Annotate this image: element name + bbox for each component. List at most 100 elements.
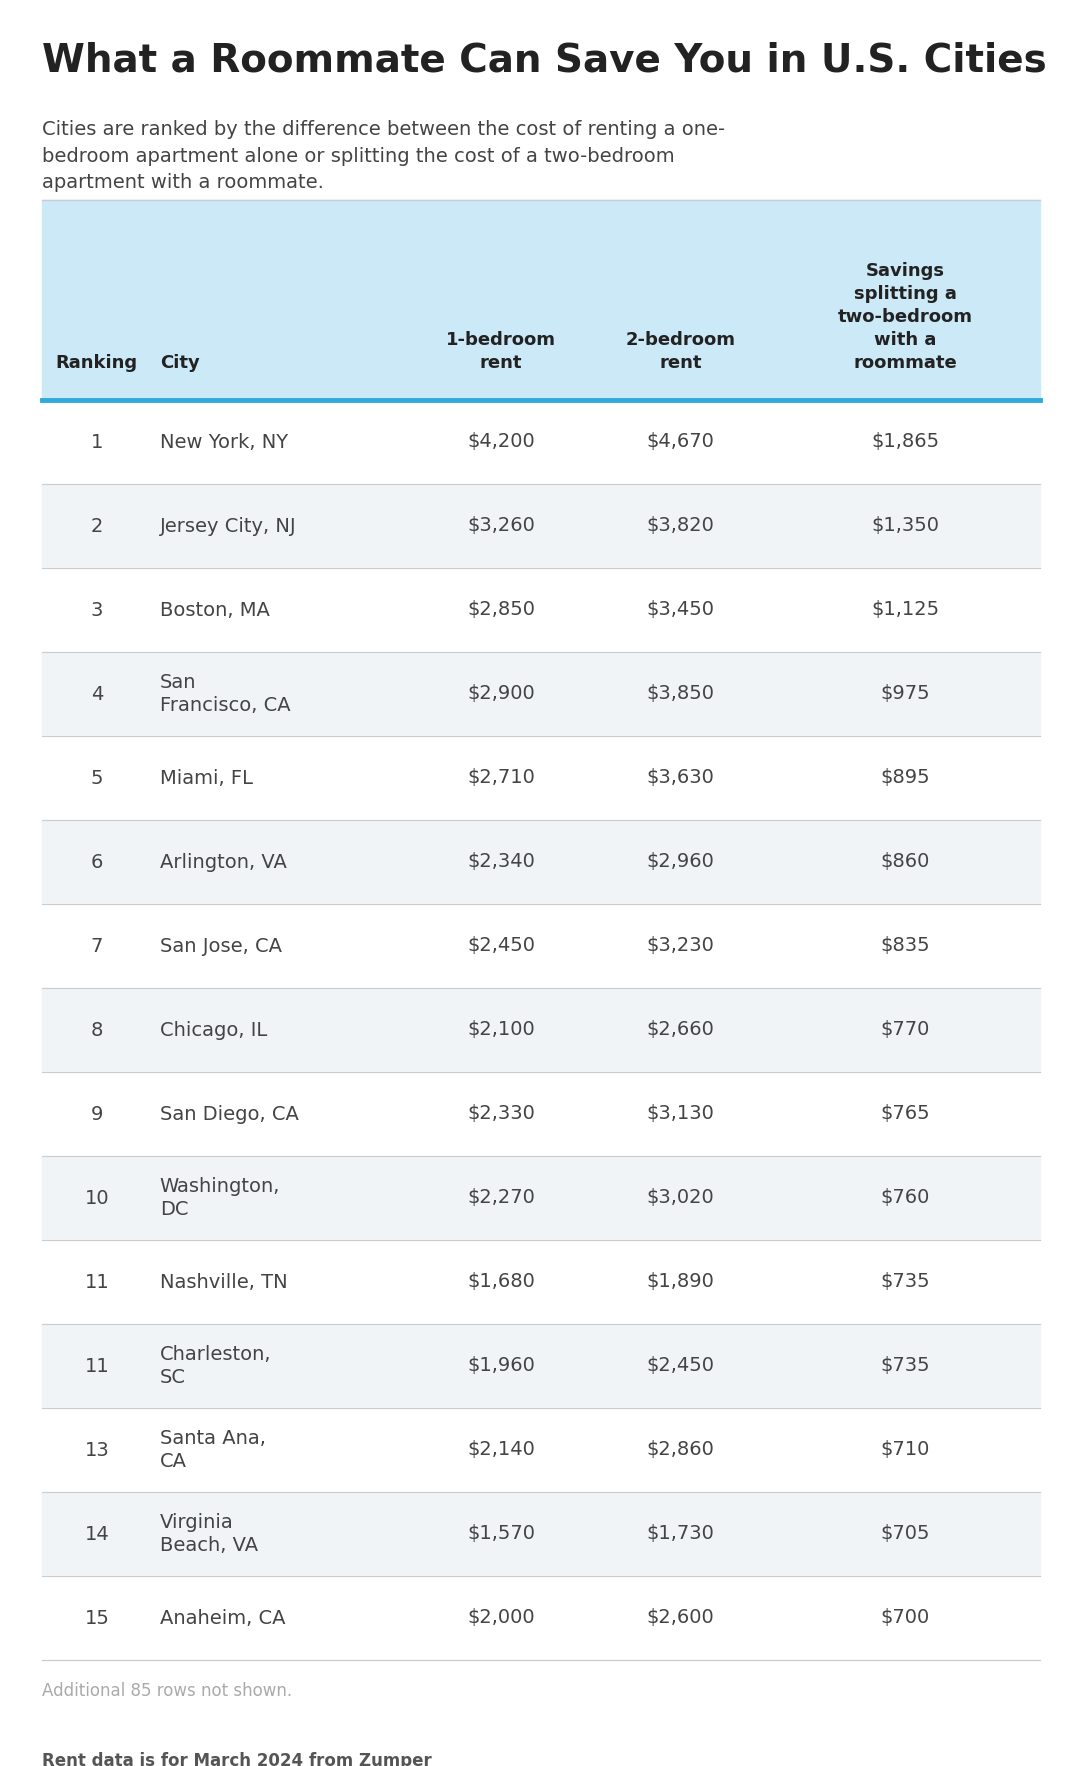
Text: $895: $895 xyxy=(880,768,930,788)
Text: Jersey City, NJ: Jersey City, NJ xyxy=(160,516,296,535)
Text: Anaheim, CA: Anaheim, CA xyxy=(160,1609,285,1628)
Text: 3: 3 xyxy=(91,600,103,620)
Bar xyxy=(42,484,1040,569)
Text: $2,860: $2,860 xyxy=(647,1441,715,1459)
Text: $1,730: $1,730 xyxy=(647,1524,715,1543)
Text: $4,200: $4,200 xyxy=(468,433,535,452)
Text: Additional 85 rows not shown.: Additional 85 rows not shown. xyxy=(42,1681,292,1701)
Text: $4,670: $4,670 xyxy=(647,433,715,452)
Text: $2,960: $2,960 xyxy=(647,853,715,871)
Text: $2,270: $2,270 xyxy=(468,1189,535,1208)
Text: 13: 13 xyxy=(84,1441,109,1459)
Text: $735: $735 xyxy=(880,1273,930,1291)
Text: 2-bedroom
rent: 2-bedroom rent xyxy=(625,330,735,373)
Bar xyxy=(42,652,1040,736)
Bar xyxy=(42,1492,1040,1575)
Text: $735: $735 xyxy=(880,1356,930,1376)
Text: $835: $835 xyxy=(880,936,930,955)
Text: $1,570: $1,570 xyxy=(467,1524,535,1543)
Text: Boston, MA: Boston, MA xyxy=(160,600,270,620)
Text: $2,660: $2,660 xyxy=(647,1021,715,1040)
Text: Santa Ana,
CA: Santa Ana, CA xyxy=(160,1429,266,1471)
Text: 15: 15 xyxy=(84,1609,109,1628)
Text: $2,100: $2,100 xyxy=(468,1021,535,1040)
Text: 7: 7 xyxy=(91,936,103,955)
Text: New York, NY: New York, NY xyxy=(160,433,288,452)
Text: 2: 2 xyxy=(91,516,103,535)
Text: 6: 6 xyxy=(91,853,103,871)
Text: $2,450: $2,450 xyxy=(647,1356,715,1376)
Text: Nashville, TN: Nashville, TN xyxy=(160,1273,287,1291)
Text: Virginia
Beach, VA: Virginia Beach, VA xyxy=(160,1513,258,1556)
Text: $2,330: $2,330 xyxy=(468,1104,535,1123)
Text: 10: 10 xyxy=(84,1189,109,1208)
Text: $2,710: $2,710 xyxy=(468,768,535,788)
Text: $1,865: $1,865 xyxy=(872,433,940,452)
Text: $2,850: $2,850 xyxy=(467,600,535,620)
Bar xyxy=(42,1575,1040,1660)
Bar xyxy=(42,819,1040,904)
Text: What a Roommate Can Save You in U.S. Cities: What a Roommate Can Save You in U.S. Cit… xyxy=(42,42,1047,79)
Bar xyxy=(42,736,1040,819)
Text: 5: 5 xyxy=(91,768,104,788)
Text: $3,820: $3,820 xyxy=(647,516,715,535)
Text: City: City xyxy=(160,353,200,373)
Text: San Jose, CA: San Jose, CA xyxy=(160,936,282,955)
Bar xyxy=(42,1072,1040,1157)
Text: $700: $700 xyxy=(880,1609,930,1628)
Bar xyxy=(42,569,1040,652)
Text: 9: 9 xyxy=(91,1104,103,1123)
Text: 1: 1 xyxy=(91,433,103,452)
Text: Washington,
DC: Washington, DC xyxy=(160,1176,280,1219)
Text: $760: $760 xyxy=(880,1189,930,1208)
Text: $770: $770 xyxy=(880,1021,930,1040)
Text: $3,130: $3,130 xyxy=(647,1104,715,1123)
Text: $2,340: $2,340 xyxy=(468,853,535,871)
Text: $1,125: $1,125 xyxy=(872,600,940,620)
Bar xyxy=(42,1157,1040,1240)
Text: San
Francisco, CA: San Francisco, CA xyxy=(160,673,291,715)
Bar xyxy=(42,200,1040,401)
Bar xyxy=(42,1324,1040,1408)
Text: Miami, FL: Miami, FL xyxy=(160,768,253,788)
Text: 11: 11 xyxy=(84,1356,109,1376)
Text: Savings
splitting a
two-bedroom
with a
roommate: Savings splitting a two-bedroom with a r… xyxy=(838,263,973,373)
Text: 8: 8 xyxy=(91,1021,103,1040)
Text: Rent data is for March 2024 from Zumper: Rent data is for March 2024 from Zumper xyxy=(42,1752,432,1766)
Text: Chicago, IL: Chicago, IL xyxy=(160,1021,267,1040)
Text: $3,630: $3,630 xyxy=(647,768,715,788)
Text: Ranking: Ranking xyxy=(56,353,138,373)
Text: 14: 14 xyxy=(84,1524,109,1543)
Text: $2,000: $2,000 xyxy=(468,1609,535,1628)
Text: $2,450: $2,450 xyxy=(467,936,535,955)
Text: $3,020: $3,020 xyxy=(647,1189,715,1208)
Text: $1,890: $1,890 xyxy=(647,1273,715,1291)
Text: $2,140: $2,140 xyxy=(468,1441,535,1459)
Text: $2,600: $2,600 xyxy=(647,1609,715,1628)
Text: 4: 4 xyxy=(91,685,103,703)
Text: $765: $765 xyxy=(880,1104,930,1123)
Text: $1,680: $1,680 xyxy=(468,1273,535,1291)
Text: $3,450: $3,450 xyxy=(647,600,715,620)
Text: Charleston,
SC: Charleston, SC xyxy=(160,1344,271,1388)
Text: Cities are ranked by the difference between the cost of renting a one-
bedroom a: Cities are ranked by the difference betw… xyxy=(42,120,725,192)
Bar xyxy=(42,401,1040,484)
Text: $3,260: $3,260 xyxy=(468,516,535,535)
Text: $2,900: $2,900 xyxy=(468,685,535,703)
Bar xyxy=(42,1408,1040,1492)
Text: $975: $975 xyxy=(880,685,930,703)
Text: Arlington, VA: Arlington, VA xyxy=(160,853,286,871)
Bar xyxy=(42,987,1040,1072)
Bar xyxy=(42,1240,1040,1324)
Text: 11: 11 xyxy=(84,1273,109,1291)
Text: San Diego, CA: San Diego, CA xyxy=(160,1104,299,1123)
Text: $3,850: $3,850 xyxy=(647,685,715,703)
Bar xyxy=(42,904,1040,987)
Text: $705: $705 xyxy=(880,1524,930,1543)
Text: $860: $860 xyxy=(880,853,930,871)
Text: $1,350: $1,350 xyxy=(872,516,940,535)
Text: $1,960: $1,960 xyxy=(468,1356,535,1376)
Text: $3,230: $3,230 xyxy=(647,936,715,955)
Text: 1-bedroom
rent: 1-bedroom rent xyxy=(446,330,556,373)
Text: $710: $710 xyxy=(880,1441,930,1459)
